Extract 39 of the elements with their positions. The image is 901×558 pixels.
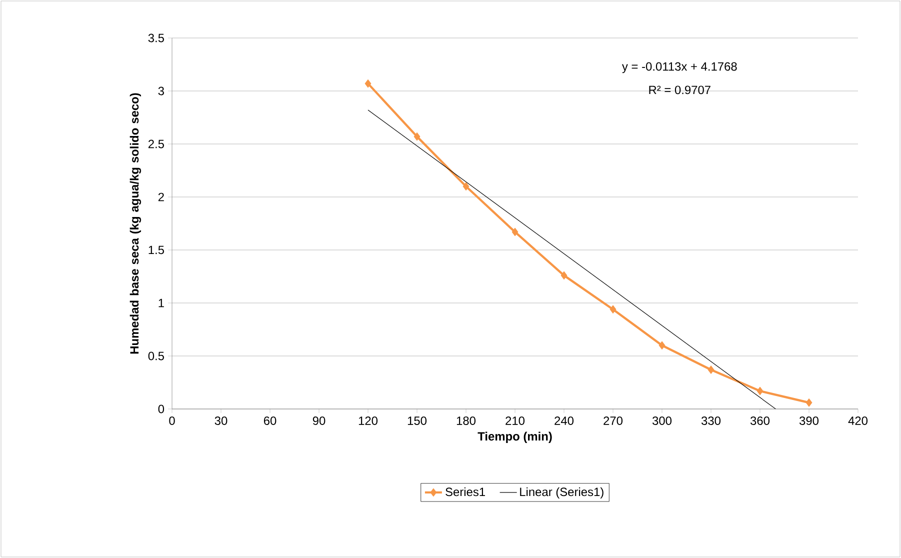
y-tick-label: 0.5 (148, 352, 164, 360)
x-tick-label: 180 (456, 416, 476, 425)
x-tick-label: 390 (799, 416, 819, 425)
legend-label: Linear (Series1) (520, 487, 604, 498)
x-tick-label: 360 (750, 416, 770, 425)
x-tick-label: 210 (506, 416, 525, 425)
x-tick-label: 270 (604, 416, 623, 425)
x-tick-label: 150 (408, 416, 427, 425)
y-tick-label: 0 (158, 404, 164, 414)
x-tick-label: 240 (554, 416, 574, 425)
y-tick-label: 1.5 (148, 246, 164, 254)
y-tick-label: 2.5 (148, 140, 164, 148)
point (512, 228, 518, 236)
y-tick-label: 1 (158, 298, 164, 308)
x-tick-label: 30 (214, 416, 228, 425)
x-tick-label: 90 (312, 416, 326, 425)
x-tick-label: 330 (701, 416, 721, 425)
point (560, 271, 568, 280)
x-tick-label: 60 (264, 416, 276, 425)
x-tick-label: 300 (652, 416, 672, 425)
annotation: R² = 0.9707 (649, 86, 710, 94)
x-tick-label: 420 (848, 416, 868, 425)
y-axis-title: Humedad base seca (kg agua/kg solido seco) (130, 93, 142, 354)
point (806, 398, 812, 407)
y-tick-label: 3.5 (148, 34, 164, 42)
x-tick-label: 0 (169, 416, 175, 425)
x-tick-label: 120 (358, 416, 378, 425)
y-tick-label: 2 (158, 192, 164, 202)
x-axis-title: Tiempo (min) (478, 432, 552, 443)
point (364, 79, 372, 88)
annotation: y = -0.0113x + 4.1768 (622, 62, 737, 74)
legend-label: Series1 (446, 487, 485, 496)
point (756, 386, 764, 396)
point (610, 305, 616, 314)
y-tick-label: 3 (158, 86, 164, 96)
point (658, 341, 666, 350)
point (462, 182, 470, 191)
point (708, 366, 714, 374)
point (414, 132, 420, 141)
